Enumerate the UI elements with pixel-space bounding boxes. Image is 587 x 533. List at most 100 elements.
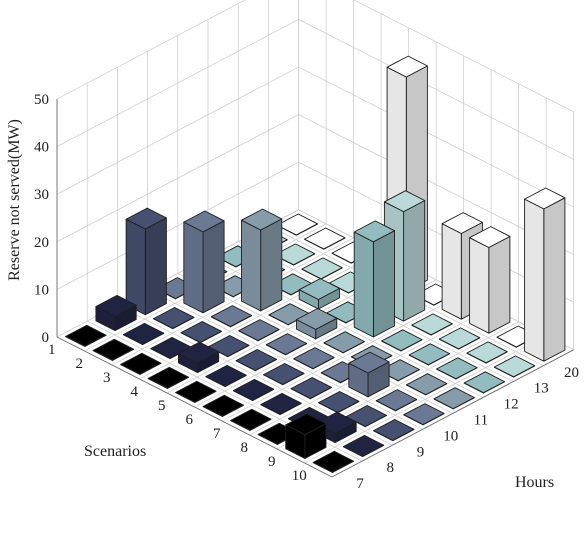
bar: [406, 373, 448, 396]
bar: [436, 357, 478, 380]
bar-top-face: [122, 322, 165, 345]
bar: [147, 366, 189, 389]
y-tick-label: 9: [417, 444, 425, 460]
bar-top-face: [353, 220, 395, 243]
bar-top-face: [436, 357, 478, 380]
z-tick-label: 10: [34, 282, 49, 298]
bar-side-face: [125, 218, 146, 316]
y-tick-label: 7: [356, 476, 364, 492]
bar: [238, 319, 280, 342]
bar: [438, 327, 481, 350]
bar-top-face: [153, 307, 195, 329]
bar: [205, 364, 247, 388]
bar-top-face: [304, 227, 346, 250]
bar: [381, 329, 423, 352]
bar-top-face: [323, 331, 365, 354]
bar-top-face: [260, 392, 302, 415]
bar-top-face: [175, 380, 217, 403]
bar: [290, 377, 332, 400]
bar: [433, 387, 475, 410]
bar: [260, 392, 302, 416]
y-tick-label: 13: [534, 381, 549, 397]
x-tick-label: 8: [241, 440, 249, 456]
bar: [323, 331, 365, 354]
bar-side-face: [183, 221, 204, 314]
bar: [466, 341, 508, 364]
bar-top-face: [205, 364, 247, 387]
bar-top-face: [348, 351, 390, 374]
bar: [285, 413, 327, 459]
bar: [232, 378, 275, 402]
bar: [230, 408, 272, 431]
bar-top-face: [65, 324, 107, 347]
bar-top-face: [177, 341, 220, 364]
bar-side-face: [241, 219, 262, 312]
bar: [92, 338, 134, 361]
bar-top-face: [469, 226, 511, 248]
bar: [183, 210, 225, 314]
bar-side-face: [469, 237, 490, 334]
bar: [235, 349, 277, 372]
bar-front-face: [403, 200, 426, 322]
bar: [342, 434, 385, 458]
bar-top-face: [296, 308, 338, 330]
y-tick-label: 10: [443, 428, 458, 444]
bar-top-face: [463, 371, 505, 394]
z-tick-label: 30: [34, 187, 49, 203]
bar: [403, 403, 445, 426]
bar-top-face: [318, 391, 360, 413]
z-tick-label: 50: [34, 92, 49, 108]
x-axis-label: Scenarios: [84, 443, 146, 460]
bar-top-face: [273, 243, 316, 266]
bar-top-face: [342, 434, 385, 457]
bar-top-face: [238, 319, 280, 341]
y-tick-label: 12: [504, 397, 519, 413]
bar: [65, 324, 107, 347]
bar: [177, 341, 220, 374]
bar-top-face: [202, 394, 244, 417]
y-tick-label: 20: [564, 365, 579, 381]
x-tick-label: 3: [103, 370, 111, 386]
bar-top-face: [285, 413, 327, 436]
bar-side-face: [441, 223, 462, 320]
bar: [312, 450, 354, 473]
x-axis-line: [56, 336, 333, 478]
bar-top-face: [301, 257, 343, 280]
bar-top-face: [180, 321, 222, 343]
y-tick-label: 8: [387, 460, 395, 476]
x-tick-label: 7: [213, 426, 221, 442]
z-tick-label: 40: [34, 140, 49, 156]
bar-front-face: [260, 218, 283, 312]
bar: [276, 213, 318, 236]
bar: [273, 243, 316, 266]
bar-front-face: [488, 235, 511, 334]
bar-top-face: [92, 338, 134, 361]
x-tick-label: 1: [48, 342, 56, 358]
floor-gridline: [304, 335, 547, 464]
y-axis-label: Hours: [515, 474, 554, 491]
x-tick-label: 6: [186, 412, 194, 428]
bar: [493, 355, 536, 378]
bar-top-face: [373, 419, 415, 441]
bar: [463, 371, 505, 394]
bar-top-face: [95, 294, 137, 317]
bar: [353, 220, 395, 338]
bar-top-face: [235, 349, 277, 371]
y-axis-line: [331, 349, 574, 478]
bar-front-face: [202, 220, 225, 314]
x-tick-label: 9: [268, 454, 276, 470]
bar: [304, 227, 346, 250]
bar: [122, 322, 165, 346]
bar-top-face: [406, 373, 448, 396]
z-axis-label: Reserve not served(MW): [6, 119, 23, 281]
bar: [469, 226, 511, 334]
bar-top-face: [381, 329, 423, 352]
bar-top-face: [125, 207, 167, 230]
bar-top-face: [147, 366, 189, 389]
bar-top-face: [265, 333, 308, 355]
bar-top-face: [208, 335, 250, 357]
bar: [265, 333, 308, 356]
bar: [125, 207, 167, 316]
